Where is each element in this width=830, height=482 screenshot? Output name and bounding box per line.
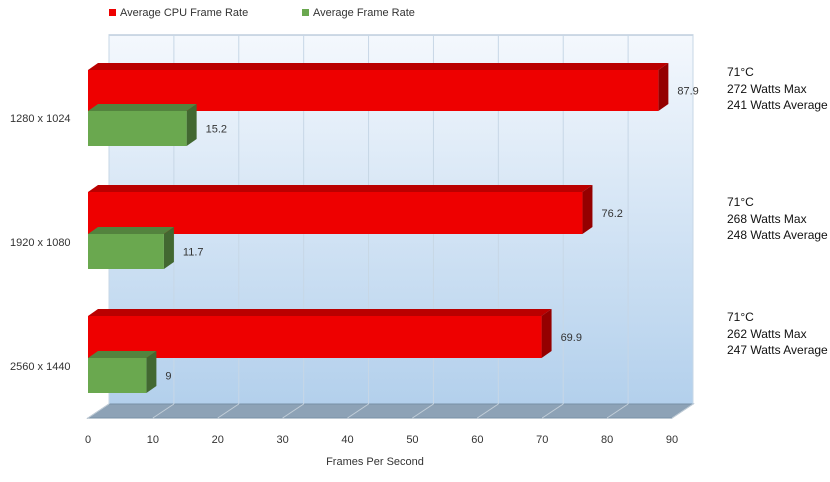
data-label: 76.2 (601, 208, 622, 220)
bar-side (658, 63, 669, 111)
side-note-max-watts: 272 Watts Max (727, 81, 807, 96)
side-note-max-watts: 268 Watts Max (727, 211, 807, 226)
x-tick-label: 50 (406, 434, 418, 446)
plot-floor (86, 403, 695, 419)
bar-side (582, 185, 593, 234)
category-label: 2560 x 1440 (10, 361, 71, 373)
bar-side (541, 309, 552, 358)
bar-side (146, 351, 157, 393)
side-note-avg-watts: 247 Watts Average (727, 343, 828, 357)
x-tick-label: 60 (471, 434, 483, 446)
bar-top (88, 227, 174, 234)
data-label: 11.7 (183, 247, 204, 259)
floor-gridline (606, 403, 629, 419)
floor-gridline (671, 403, 694, 419)
x-tick-label: 70 (536, 434, 548, 446)
legend: Average CPU Frame Rate Average Frame Rate (109, 7, 415, 19)
category-label: 1280 x 1024 (10, 113, 71, 125)
category-label: 1920 x 1080 (10, 237, 71, 249)
floor-gridline (347, 403, 369, 419)
side-note-max-watts: 262 Watts Max (727, 326, 807, 341)
side-note-3: 71°C 262 Watts Max 247 Watts Average (727, 309, 830, 359)
x-tick-label: 80 (601, 434, 613, 446)
bar-top (88, 104, 197, 111)
side-note-1: 71°C 272 Watts Max 241 Watts Average (727, 64, 830, 114)
x-tick-label: 0 (85, 434, 91, 446)
x-tick-label: 40 (341, 434, 353, 446)
legend-label: Average CPU Frame Rate (120, 7, 248, 19)
bar-top (88, 351, 157, 358)
data-labels: 87.9 76.2 69.9 15.2 11.7 9 (165, 86, 698, 383)
bars (88, 63, 669, 393)
data-label: 15.2 (206, 124, 227, 136)
data-label: 87.9 (677, 86, 698, 98)
bar-top (88, 309, 552, 316)
bar-side (186, 104, 197, 146)
cpu-frame-rate-bar (88, 316, 542, 358)
floor-gridline (282, 403, 304, 419)
legend-swatch (302, 9, 309, 16)
floor-gridline (217, 403, 240, 419)
side-note-avg-watts: 241 Watts Average (727, 98, 828, 112)
bar-top (88, 63, 669, 70)
floor-gridline (412, 403, 434, 419)
side-note-temp: 71°C (727, 195, 754, 209)
frame-rate-bar (88, 234, 164, 269)
floor-gridline (541, 403, 564, 419)
floor-gridline (477, 403, 499, 419)
x-axis-title: Frames Per Second (326, 456, 424, 468)
side-note-2: 71°C 268 Watts Max 248 Watts Average (727, 194, 830, 244)
axes: 1280 x 1024 1920 x 1080 2560 x 1440 0 10 20 30… (10, 113, 678, 468)
floor (86, 403, 695, 419)
legend-swatch (109, 9, 116, 16)
bar-top (88, 185, 593, 192)
frame-rate-bar (88, 111, 187, 146)
x-tick-label: 90 (666, 434, 678, 446)
side-note-temp: 71°C (727, 65, 754, 79)
frame-rate-bar (88, 358, 147, 393)
data-label: 9 (165, 371, 171, 383)
x-tick-label: 30 (277, 434, 289, 446)
floor-gridline (87, 403, 110, 419)
x-tick-label: 20 (212, 434, 224, 446)
data-label: 69.9 (561, 332, 582, 344)
x-tick-label: 10 (147, 434, 159, 446)
bar-side (163, 227, 174, 269)
side-note-temp: 71°C (727, 310, 754, 324)
side-note-avg-watts: 248 Watts Average (727, 228, 828, 242)
floor-gridline (152, 403, 175, 419)
legend-label: Average Frame Rate (313, 7, 415, 19)
